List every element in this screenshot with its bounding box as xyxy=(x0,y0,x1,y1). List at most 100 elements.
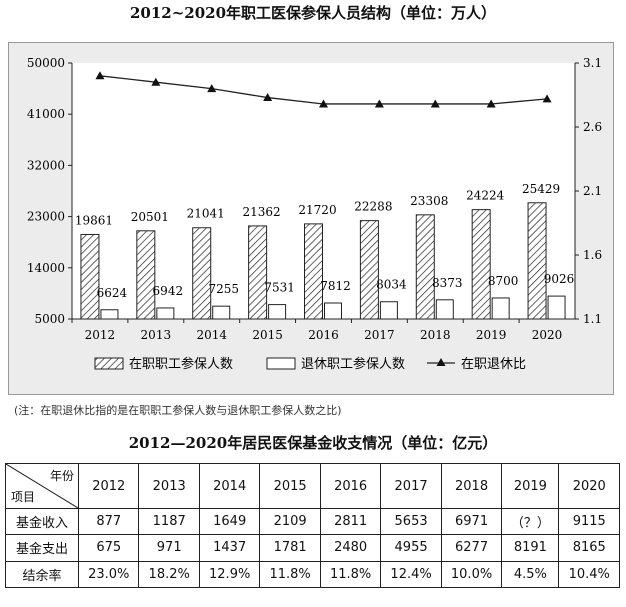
bar-employed xyxy=(248,225,268,320)
value-cell: 11.8% xyxy=(259,560,321,589)
value-cell: （？） xyxy=(501,507,560,536)
bar-retired xyxy=(491,297,510,320)
bar-retired-label: 8700 xyxy=(488,274,519,288)
value-cell: 1187 xyxy=(138,507,200,536)
year-header-cell: 2016 xyxy=(319,463,382,509)
row-label-cell: 基金支出 xyxy=(5,534,79,562)
value-cell: 1781 xyxy=(259,534,321,562)
value-cell: 877 xyxy=(77,507,140,536)
year-header-cell: 2019 xyxy=(501,463,560,509)
value-cell: 971 xyxy=(138,534,200,562)
value-cell: 10.0% xyxy=(440,560,503,589)
bar-employed-label: 25429 xyxy=(522,182,560,196)
bar-employed-label: 21041 xyxy=(187,207,225,221)
value-cell: 8165 xyxy=(558,534,620,562)
bar-employed-label: 24224 xyxy=(466,189,505,203)
table-row: 结余率 23.0% 18.2% 12.9% 11.8% 11.8% 12.4% 10.0% 4.… xyxy=(5,560,620,589)
year-header-cell: 2013 xyxy=(138,463,200,509)
bar-retired-label: 7255 xyxy=(208,282,239,296)
x-tick-label: 2017 xyxy=(364,328,395,342)
value-cell: 18.2% xyxy=(138,560,200,589)
right-tick-label: 2.1 xyxy=(583,184,602,198)
ratio-point xyxy=(263,93,273,102)
value-cell: 2109 xyxy=(259,507,321,536)
x-tick-label: 2015 xyxy=(252,328,283,342)
value-cell: 675 xyxy=(77,534,140,562)
bar-retired xyxy=(212,305,231,320)
value-cell: 23.0% xyxy=(77,560,140,589)
ratio-point xyxy=(207,84,217,93)
right-tick-label: 1.6 xyxy=(583,248,602,262)
value-cell: 9115 xyxy=(558,507,620,536)
x-tick-label: 2014 xyxy=(196,328,227,342)
bar-employed xyxy=(192,227,212,320)
row-label-cell: 结余率 xyxy=(5,560,79,589)
value-cell: 4955 xyxy=(380,534,442,562)
value-cell: 4.5% xyxy=(501,560,560,589)
table-title: 2012—2020年居民医保基金收支情况（单位：亿元） xyxy=(128,434,498,452)
right-tick-label: 3.1 xyxy=(583,56,602,70)
corner-year-label: 年份 xyxy=(49,469,74,483)
bar-retired-label: 9026 xyxy=(544,272,575,286)
bar-retired xyxy=(435,299,454,320)
bar-employed-label: 20501 xyxy=(131,210,169,224)
value-cell: 12.4% xyxy=(380,560,442,589)
bar-employed-label: 22288 xyxy=(354,200,392,214)
bar-retired-label: 6942 xyxy=(153,284,184,298)
table-row: 基金收入 877 1187 1649 2109 2811 5653 6971 （？） 9115 xyxy=(5,507,620,536)
table-corner-cell: 年份 项目 xyxy=(5,463,79,509)
value-cell: 11.8% xyxy=(319,560,382,589)
chart-note: (注：在职退休比指的是在职职工参保人数与退休职工参保人数之比) xyxy=(14,404,342,417)
bar-retired xyxy=(547,295,566,320)
legend-swatch-employed xyxy=(94,357,124,370)
bar-employed-label: 23308 xyxy=(410,194,448,208)
right-tick-label: 1.1 xyxy=(583,312,602,326)
corner-diagonal xyxy=(6,464,78,508)
year-header-cell: 2020 xyxy=(558,463,620,509)
bar-retired xyxy=(100,309,119,320)
ratio-point xyxy=(430,99,440,108)
value-cell: 12.9% xyxy=(198,560,261,589)
legend-label-employed: 在职职工参保人数 xyxy=(129,356,233,372)
bar-retired-label: 6624 xyxy=(97,286,128,300)
ratio-point xyxy=(486,99,496,108)
bar-employed xyxy=(471,209,491,320)
bar-retired xyxy=(156,307,175,320)
year-header-cell: 2015 xyxy=(259,463,321,509)
row-label-cell: 基金收入 xyxy=(5,507,79,536)
year-header-cell: 2018 xyxy=(440,463,503,509)
value-cell: 10.4% xyxy=(558,560,620,589)
value-cell: 1437 xyxy=(198,534,261,562)
corner-item-label: 项目 xyxy=(11,490,36,504)
left-tick-label: 23000 xyxy=(27,210,65,224)
value-cell: 5653 xyxy=(380,507,442,536)
x-tick-label: 2016 xyxy=(308,328,339,342)
legend-label-ratio: 在职退休比 xyxy=(461,357,526,372)
value-cell: 6971 xyxy=(440,507,503,536)
bar-employed xyxy=(415,214,435,320)
bar-retired xyxy=(268,304,287,320)
bar-employed xyxy=(527,202,547,320)
x-tick-label: 2019 xyxy=(476,328,507,342)
left-tick-label: 50000 xyxy=(27,56,65,70)
bar-retired-label: 8034 xyxy=(376,278,407,292)
year-header-cell: 2014 xyxy=(198,463,261,509)
ratio-point xyxy=(319,99,328,108)
bar-retired xyxy=(324,302,342,320)
x-tick-label: 2012 xyxy=(85,328,116,342)
left-tick-label: 41000 xyxy=(27,107,65,121)
value-cell: 6277 xyxy=(440,534,503,562)
bar-employed xyxy=(304,223,323,320)
chart-panel: 5000 14000 23000 32000 41000 50000 1.1 1.6 2.1 2.… xyxy=(8,42,614,395)
value-cell: 2480 xyxy=(319,534,382,562)
x-tick-label: 2020 xyxy=(532,328,563,342)
year-header-cell: 2012 xyxy=(77,463,140,509)
bar-retired-label: 8373 xyxy=(432,276,463,290)
fund-table: 年份 项目 2012 2013 2014 2015 2016 2017 2018 2019 20… xyxy=(5,463,620,589)
bar-employed xyxy=(80,233,100,320)
table-row: 基金支出 675 971 1437 1781 2480 4955 6277 8191 8165 xyxy=(5,534,620,562)
bar-retired-label: 7531 xyxy=(264,281,295,295)
left-tick-label: 14000 xyxy=(27,261,65,275)
left-tick-label: 5000 xyxy=(34,312,65,326)
bar-employed-label: 19861 xyxy=(75,213,113,227)
